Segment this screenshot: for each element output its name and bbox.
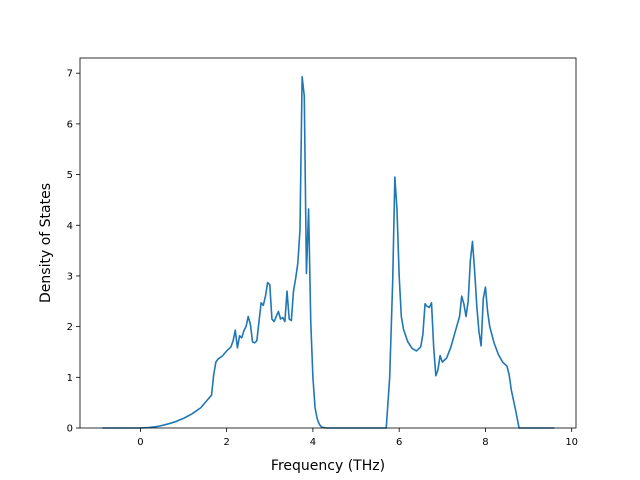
- y-tick-label: 3: [67, 271, 73, 282]
- y-tick-label: 5: [67, 170, 73, 181]
- series-line-group: [102, 75, 555, 429]
- plot-frame: [79, 57, 577, 429]
- x-tick-label: 2: [223, 437, 229, 448]
- y-tick-label: 4: [67, 221, 73, 232]
- x-axis: 0 2 4 6 8 10: [137, 428, 578, 448]
- y-tick-label: 1: [67, 373, 73, 384]
- x-tick-label: 4: [310, 437, 316, 448]
- x-tick-label: 8: [482, 437, 488, 448]
- y-axis: 0 1 2 3 4 5 6 7: [67, 69, 80, 435]
- dos-series-line: [102, 75, 555, 429]
- y-tick-label: 7: [67, 69, 73, 80]
- y-tick-label: 0: [67, 424, 73, 435]
- y-tick-label: 2: [67, 322, 73, 333]
- x-tick-label: 10: [565, 437, 578, 448]
- x-tick-label: 0: [137, 437, 143, 448]
- x-axis-label: Frequency (THz): [271, 458, 385, 474]
- x-tick-label: 6: [396, 437, 402, 448]
- y-axis-label: Density of States: [38, 183, 54, 303]
- y-tick-label: 6: [67, 119, 73, 130]
